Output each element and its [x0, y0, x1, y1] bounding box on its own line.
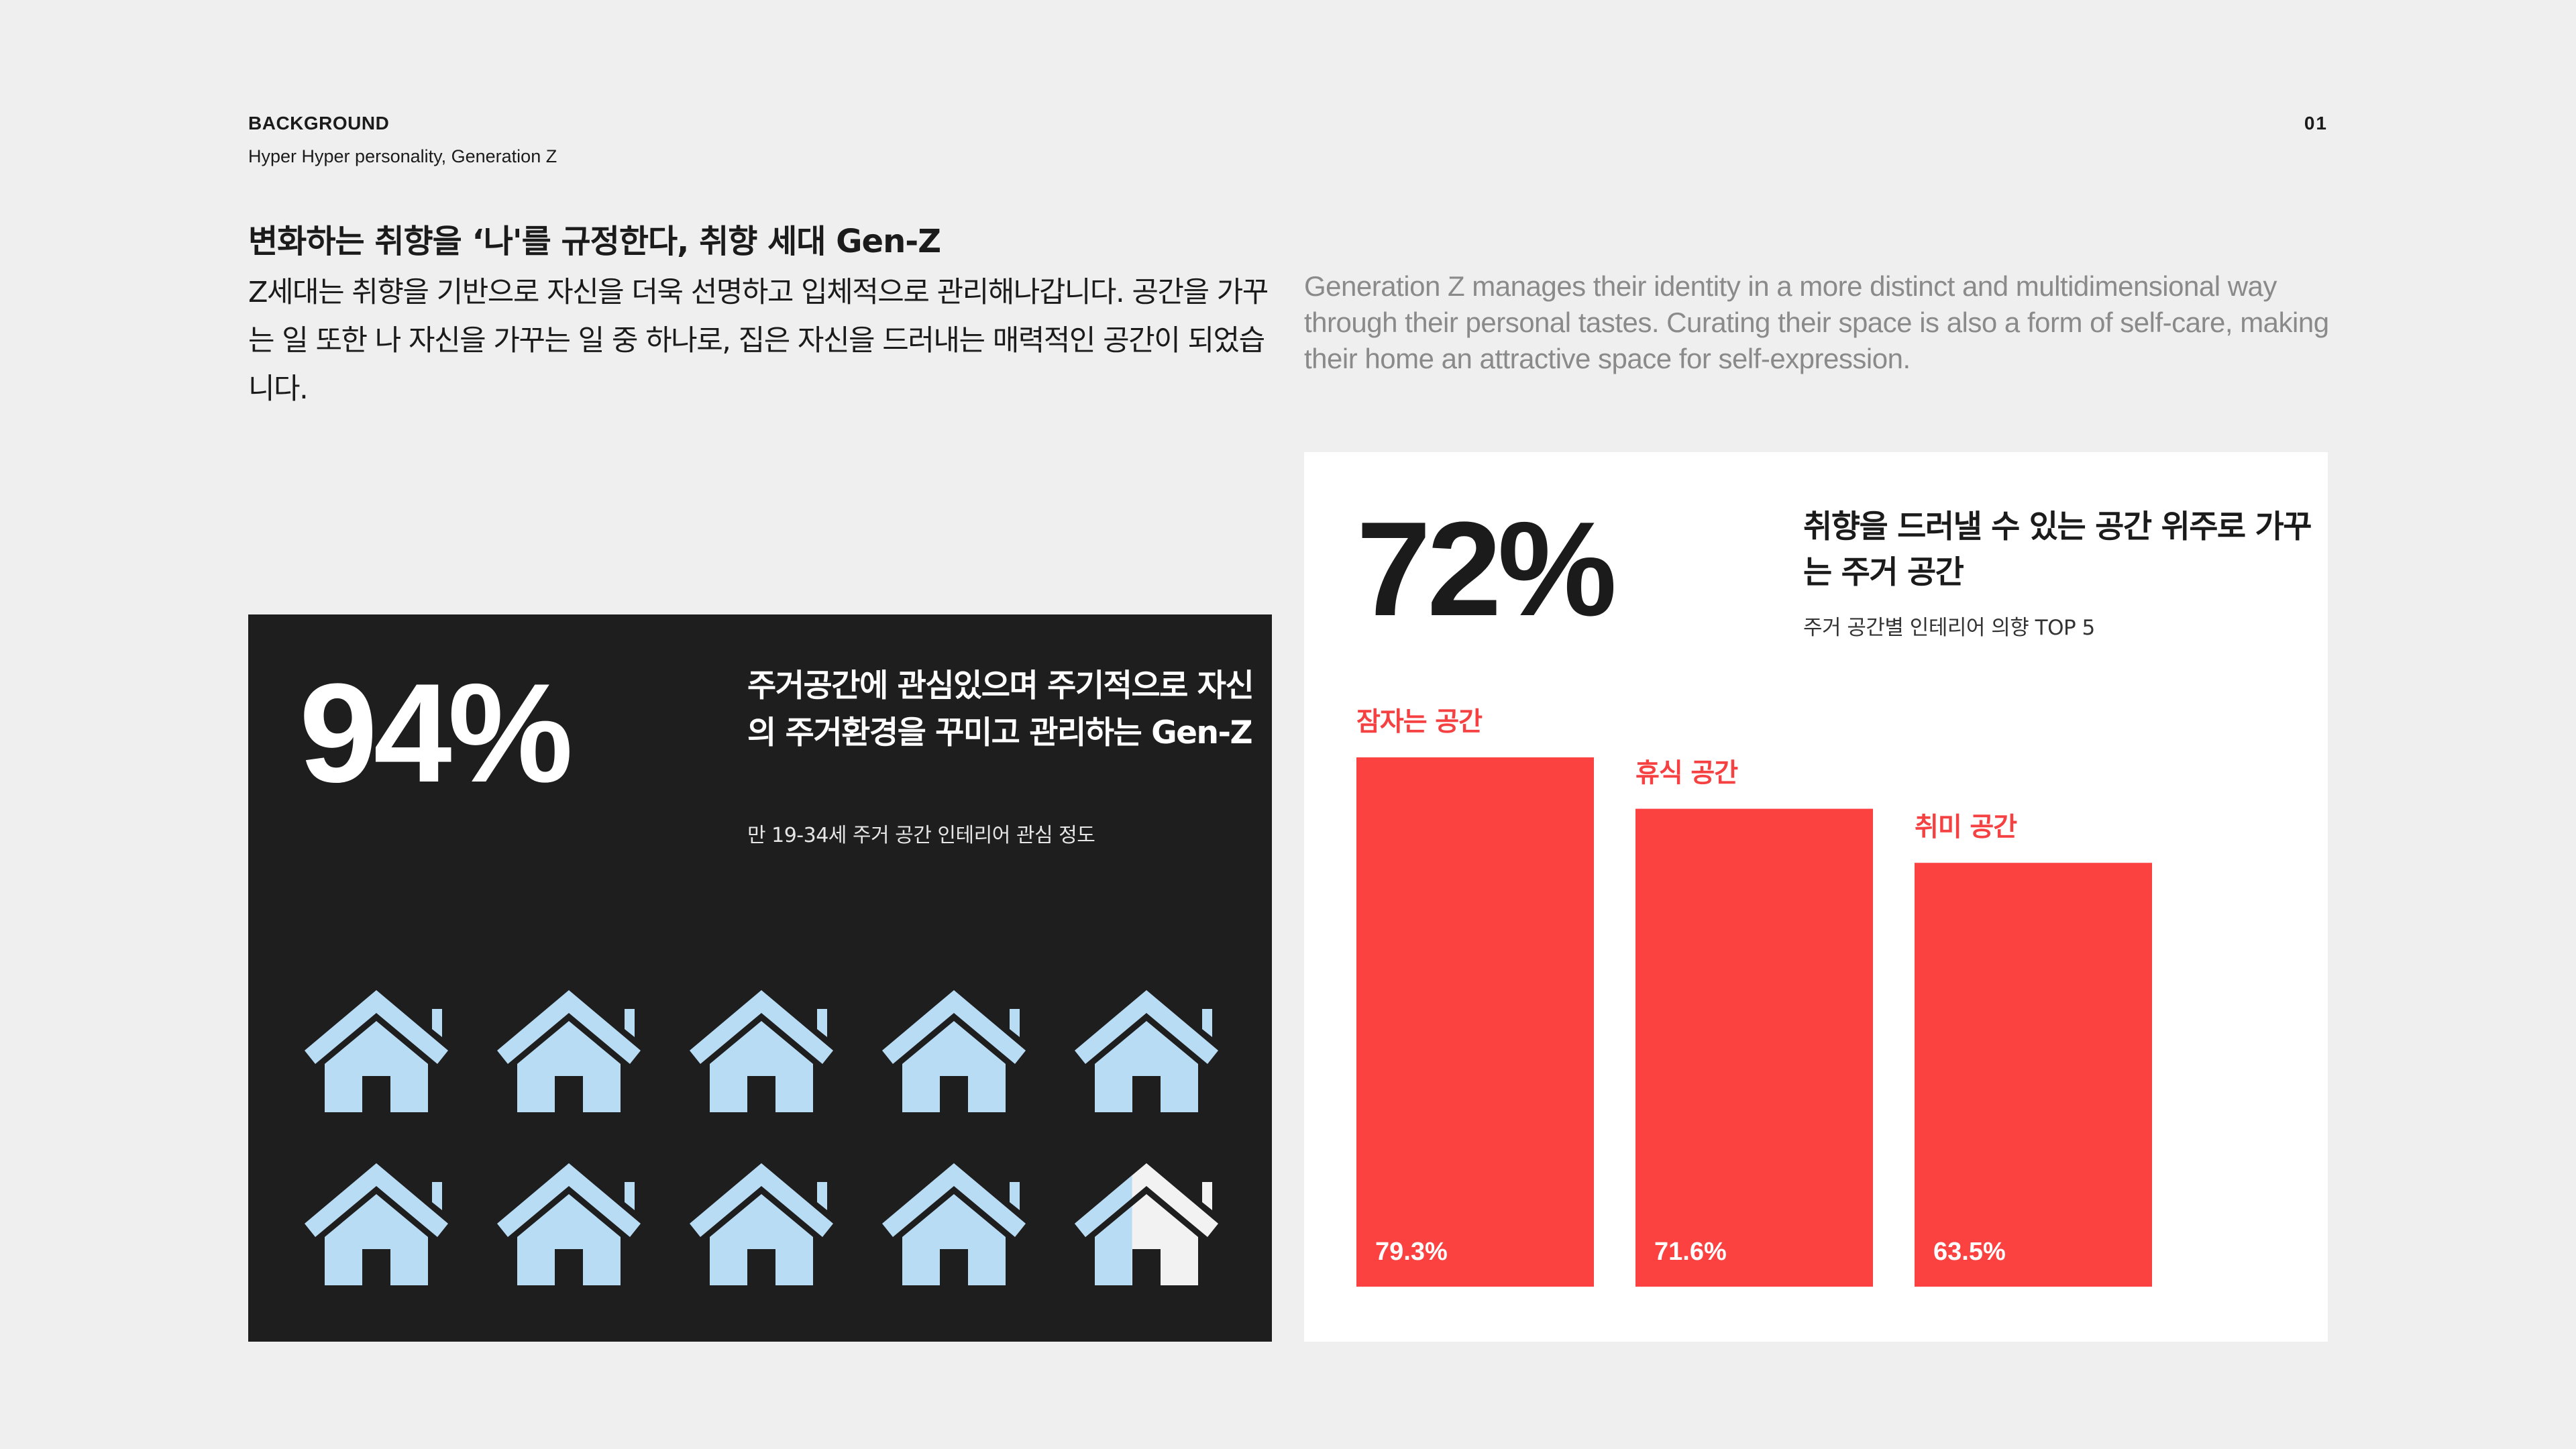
page-number: 01 — [2304, 113, 2328, 133]
house-icon — [305, 1163, 448, 1285]
intro-body-korean: Z세대는 취향을 기반으로 자신을 더욱 선명하고 입체적으로 관리해나갑니다.… — [248, 276, 1269, 406]
intro-body-english: Generation Z manages their identity in a… — [1304, 270, 2329, 374]
house-icon — [882, 1163, 1026, 1285]
house-icon — [305, 990, 448, 1112]
house-icon — [497, 1163, 641, 1285]
house-icon — [690, 990, 833, 1112]
housing-interest-panel: 94% 주거공간에 관심있으며 주기적으로 자신의 주거환경을 꾸미고 관리하는… — [248, 614, 1272, 1342]
bar-category-label: 휴식 공간 — [1635, 759, 1738, 789]
space-bar-chart: 잠자는 공간 79.3% 휴식 공간 71.6% 취미 공간 63.5% — [1356, 707, 2152, 1287]
preference-stat: 72% — [1356, 494, 1617, 644]
interest-stat: 94% — [299, 654, 573, 812]
page-headline: 변화하는 취향을 ‘나'를 규정한다, 취향 세대 Gen-Z — [248, 223, 941, 260]
bar-value-label: 63.5% — [1933, 1238, 2006, 1266]
bar-value-label: 71.6% — [1654, 1238, 1727, 1266]
section-subtitle: Hyper Hyper personality, Generation Z — [248, 146, 557, 166]
house-icon — [882, 990, 1026, 1112]
house-icon-partial-fill — [1075, 1163, 1132, 1285]
bar-category-label: 취미 공간 — [1915, 812, 2017, 843]
bar-category-label: 잠자는 공간 — [1356, 707, 1483, 737]
bar — [1635, 808, 1873, 1287]
house-icon — [497, 990, 641, 1112]
bar — [1356, 757, 1594, 1287]
house-icon — [1075, 990, 1218, 1112]
interest-caption: 만 19-34세 주거 공간 인테리어 관심 정도 — [747, 824, 1095, 847]
space-preference-panel: 잠자는 공간 79.3% 휴식 공간 71.6% 취미 공간 63.5% 72% 취향을 … — [1304, 452, 2328, 1342]
preference-title: 취향을 드러낼 수 있는 공간 위주로 가꾸는 주거 공간 — [1803, 508, 2312, 591]
interest-title: 주거공간에 관심있으며 주기적으로 자신의 주거환경을 꾸미고 관리하는 Gen… — [747, 667, 1254, 751]
house-icon-grid — [305, 990, 1218, 1285]
bar — [1915, 863, 2152, 1287]
preference-caption: 주거 공간별 인테리어 의향 TOP 5 — [1803, 616, 2095, 640]
bar-value-label: 79.3% — [1375, 1238, 1448, 1266]
section-label: BACKGROUND — [248, 113, 390, 133]
house-icon — [690, 1163, 833, 1285]
